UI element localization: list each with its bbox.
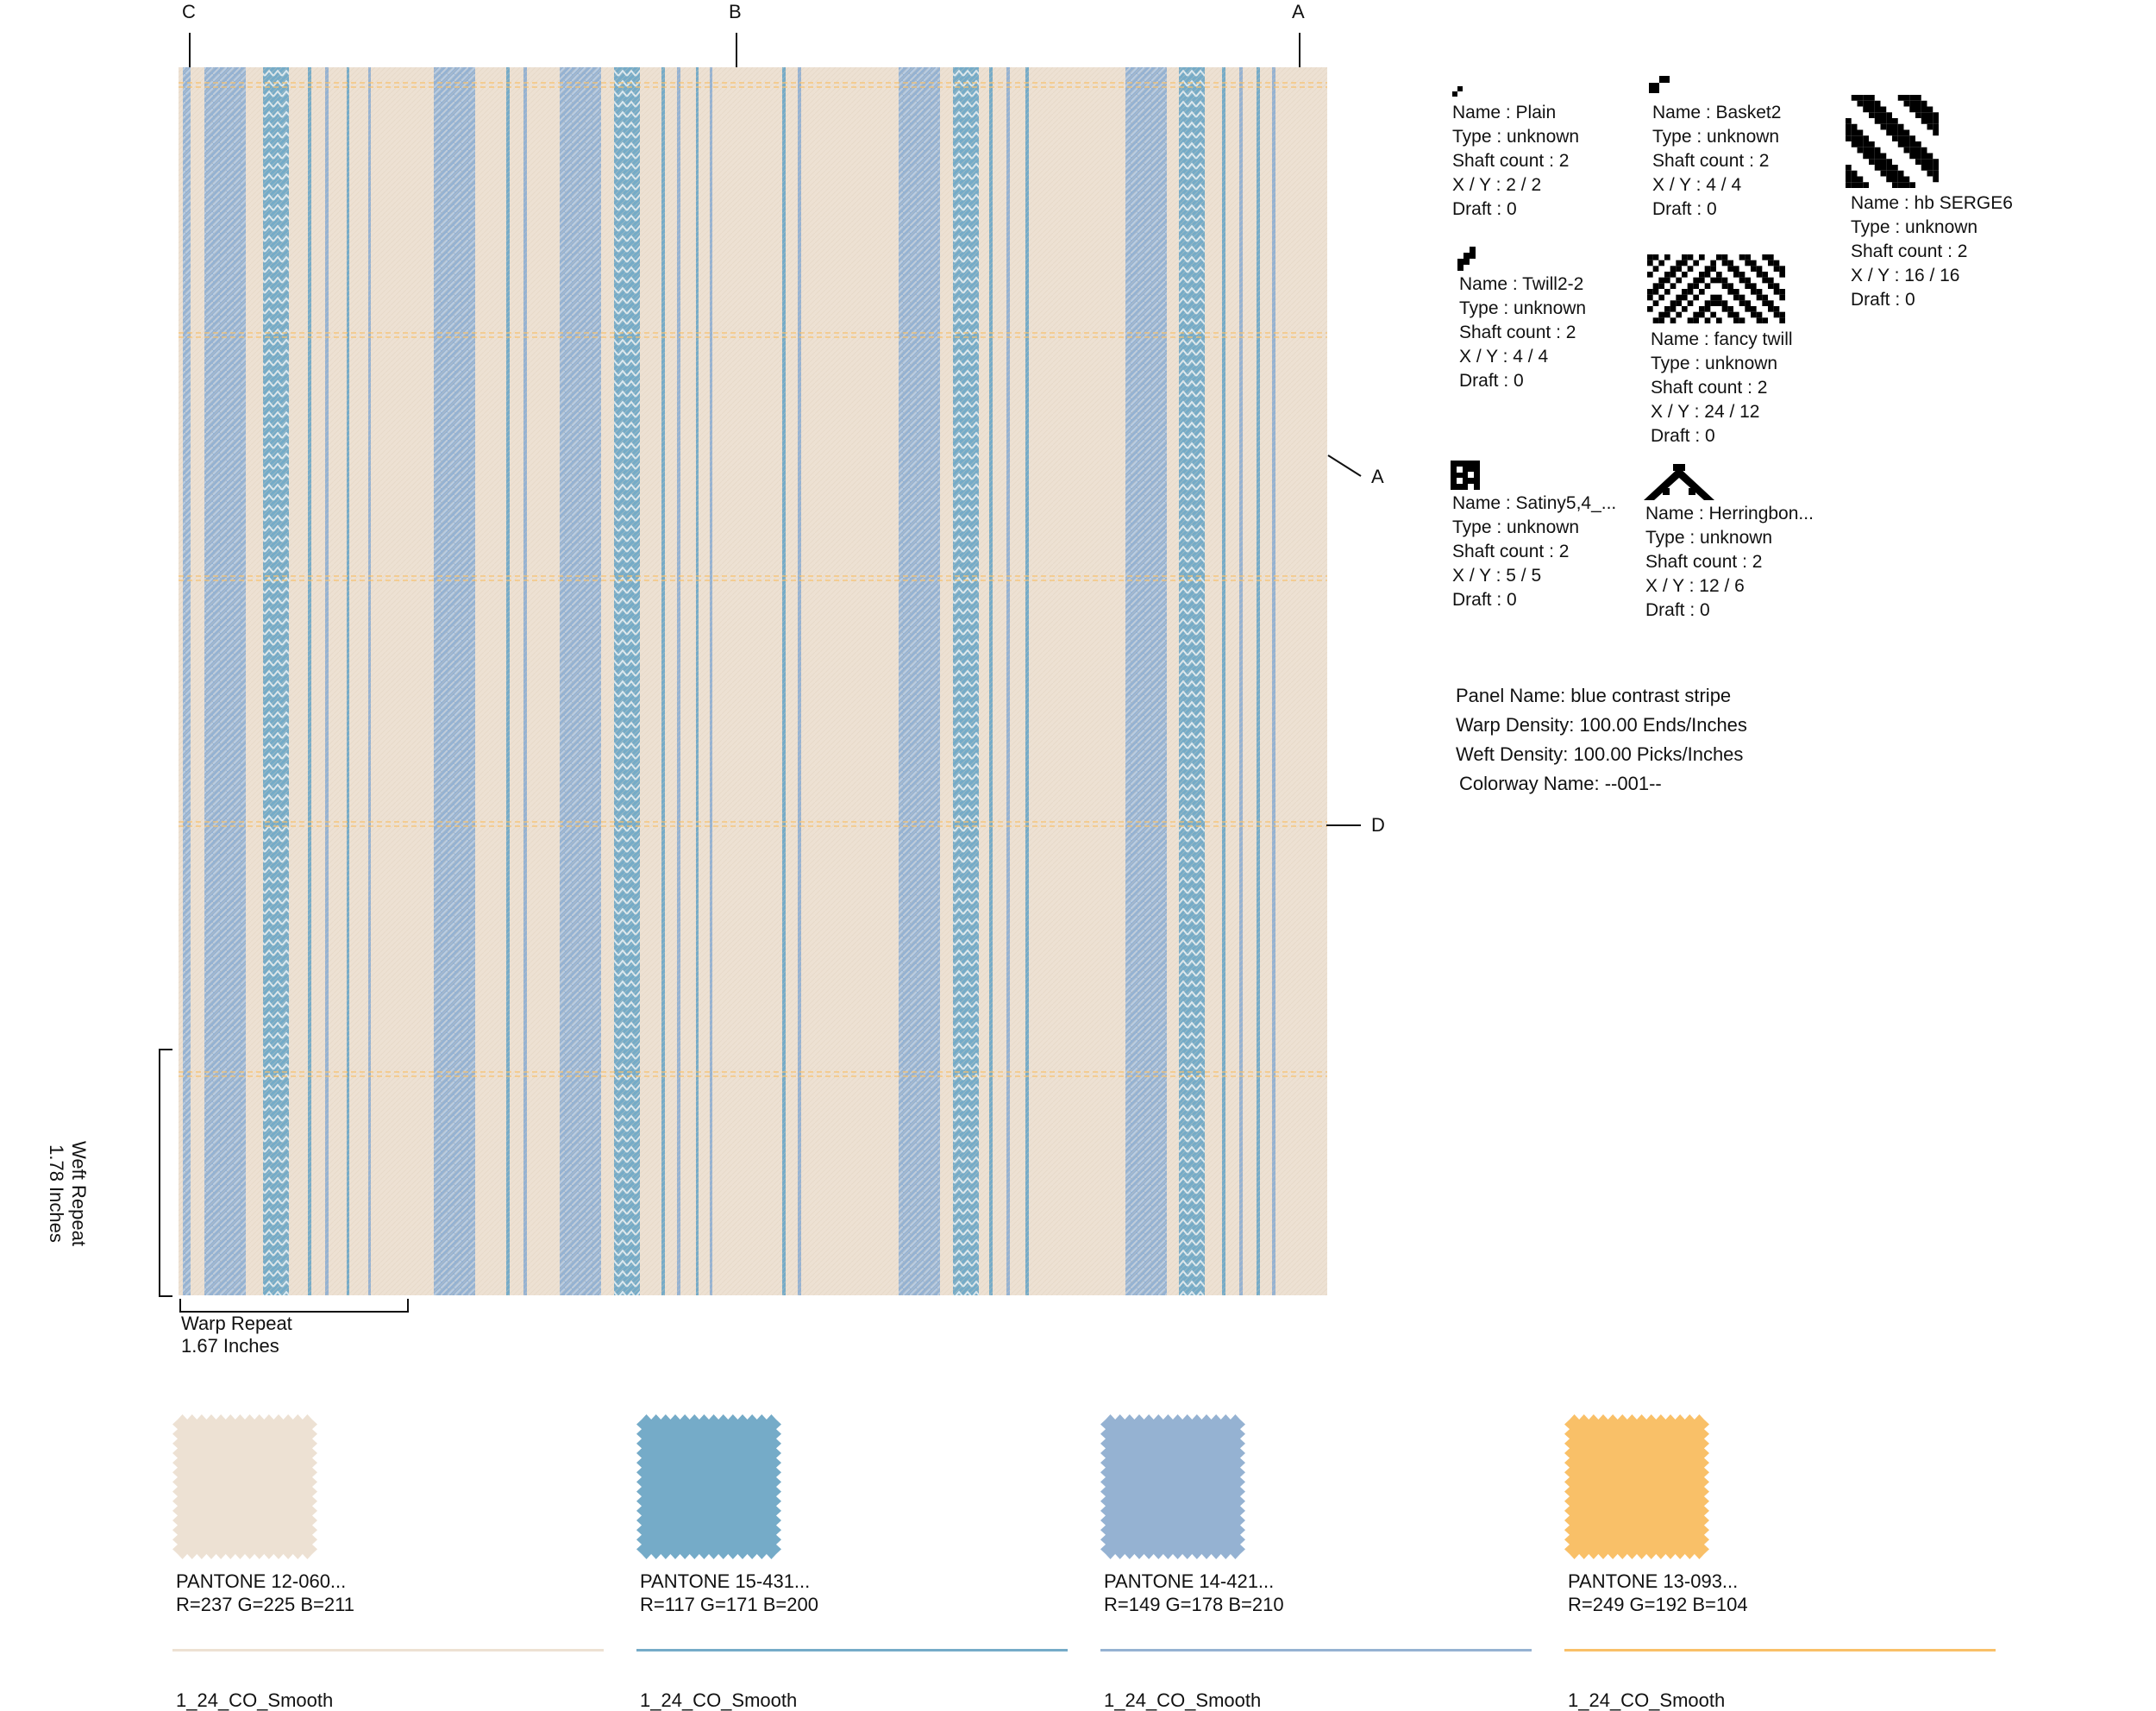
swatch-1-rule [172, 1649, 604, 1651]
swatch-4-rule [1564, 1649, 1996, 1651]
marker-d-tick [1326, 824, 1361, 826]
marker-d: D [1371, 814, 1385, 836]
weave-info-satiny: Name : Satiny5,4_... Type : unknown Shaft … [1452, 493, 1617, 610]
fancy-twill-weave-icon [1647, 254, 1785, 323]
swatch-2-rule [636, 1649, 1068, 1651]
hb-serge-weave-icon [1846, 95, 1939, 188]
weave-info-basket2: Name : Basket2 Type : unknown Shaft count … [1652, 103, 1782, 219]
marker-a-top: A [1292, 1, 1305, 22]
weave-info-plain: Name : Plain Type : unknown Shaft count : … [1452, 103, 1580, 219]
swatch-3-chip [1100, 1414, 1245, 1559]
swatch-1-rgb: R=237 G=225 B=211 [176, 1594, 354, 1615]
marker-b: B [729, 1, 742, 22]
warp-repeat-value: 1.67 Inches [181, 1335, 279, 1357]
swatch-3-rgb: R=149 G=178 B=210 [1104, 1594, 1284, 1615]
satin-weave-icon [1451, 461, 1480, 490]
swatch-4-rgb: R=249 G=192 B=104 [1568, 1594, 1748, 1615]
panel-info: Panel Name: blue contrast stripe Warp De… [1456, 681, 1747, 799]
warp-density: Warp Density: 100.00 Ends/Inches [1456, 714, 1747, 736]
basket-weave-icon [1649, 76, 1670, 93]
warp-repeat-title: Warp Repeat [181, 1313, 292, 1334]
panel-name: Panel Name: blue contrast stripe [1456, 685, 1732, 706]
swatch-2-rgb: R=117 G=171 B=200 [640, 1594, 818, 1615]
marker-b-tick [736, 33, 737, 67]
weft-repeat-title: Weft Repeat [68, 1141, 90, 1246]
swatch-3-pantone: PANTONE 14-421... [1104, 1570, 1275, 1592]
twill-weave-icon [1457, 247, 1476, 271]
marker-c: C [182, 1, 196, 22]
weft-repeat-value: 1.78 Inches [46, 1144, 67, 1243]
swatch-2-pantone: PANTONE 15-431... [640, 1570, 811, 1592]
marker-a-side: A [1371, 466, 1384, 487]
swatch-3-rule [1100, 1649, 1532, 1651]
plain-weave-icon [1452, 86, 1463, 97]
warp-repeat-bracket [179, 1299, 409, 1313]
fabric-simulation [179, 67, 1327, 1295]
weft-density: Weft Density: 100.00 Picks/Inches [1456, 743, 1744, 765]
weave-info-herringbone: Name : Herringbon... Type : unknown Shaft … [1645, 504, 1814, 620]
weave-info-fancy-twill: Name : fancy twill Type : unknown Shaft co… [1651, 329, 1793, 446]
weave-info-hb-serge6: Name : hb SERGE6 Type : unknown Shaft coun… [1851, 193, 2013, 310]
swatch-4-chip [1564, 1414, 1709, 1559]
weft-repeat-label: Weft Repeat 1.78 Inches [45, 1081, 90, 1306]
swatch-1-pantone: PANTONE 12-060... [176, 1570, 347, 1592]
weft-repeat-bracket [159, 1049, 172, 1297]
swatch-1-chip [172, 1414, 317, 1559]
marker-a-side-tick [1327, 454, 1362, 477]
swatch-2-chip [636, 1414, 781, 1559]
warp-repeat-label: Warp Repeat 1.67 Inches [181, 1313, 292, 1357]
colorway-name: Colorway Name: --001-- [1459, 773, 1662, 794]
weave-info-twill2-2: Name : Twill2-2 Type : unknown Shaft count… [1459, 274, 1587, 391]
swatch-4-pantone: PANTONE 13-093... [1568, 1570, 1739, 1592]
marker-a-top-tick [1299, 33, 1300, 67]
marker-c-tick [189, 33, 191, 67]
herringbone-weave-icon [1644, 464, 1714, 500]
